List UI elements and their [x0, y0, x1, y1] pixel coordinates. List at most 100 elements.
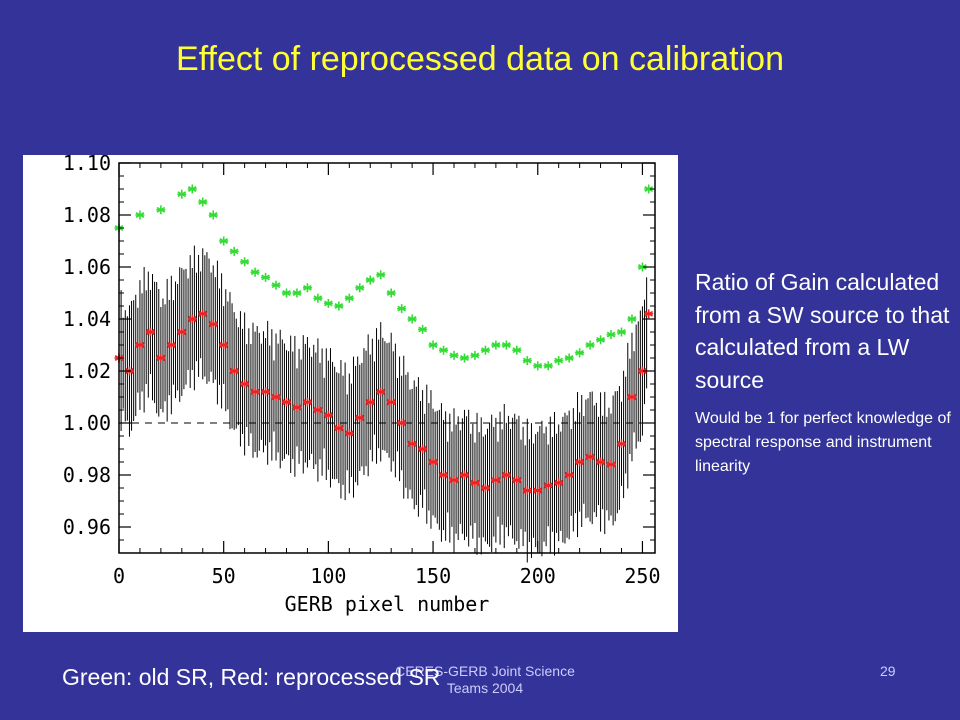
asterisk-marker — [323, 298, 333, 308]
asterisk-marker — [418, 444, 428, 454]
asterisk-marker — [344, 293, 354, 303]
y-tick-label: 0.96 — [63, 515, 111, 539]
asterisk-marker — [334, 301, 344, 311]
asterisk-marker — [229, 366, 239, 376]
asterisk-marker — [250, 267, 260, 277]
asterisk-marker — [491, 475, 501, 485]
asterisk-marker — [617, 439, 626, 449]
asterisk-marker — [145, 327, 155, 337]
footer-conference: CERES-GERB Joint Science Teams 2004 — [395, 663, 575, 696]
asterisk-marker — [177, 189, 187, 199]
asterisk-marker — [459, 353, 469, 363]
asterisk-marker — [428, 457, 438, 467]
asterisk-marker — [323, 410, 333, 420]
asterisk-marker — [418, 324, 428, 334]
asterisk-marker — [334, 423, 344, 433]
chart-panel: 0 50 100 150 200 250 0.96 0.98 1.00 1.02 1.04 1.06 1… — [23, 155, 678, 632]
asterisk-marker — [470, 350, 480, 360]
asterisk-marker — [250, 387, 260, 397]
legend-caption: Green: old SR, Red: reprocessed SR — [62, 664, 441, 690]
asterisk-marker — [365, 275, 375, 285]
page-number: 29 — [880, 663, 896, 679]
asterisk-marker — [627, 392, 637, 402]
asterisk-marker — [644, 309, 654, 319]
asterisk-marker — [261, 387, 271, 397]
asterisk-marker — [240, 379, 250, 389]
asterisk-marker — [292, 402, 302, 412]
asterisk-marker — [596, 335, 606, 345]
x-tick-label: 150 — [415, 564, 451, 588]
asterisk-marker — [355, 413, 365, 423]
series-old_sr — [114, 184, 654, 371]
asterisk-marker — [313, 405, 323, 415]
asterisk-marker — [512, 345, 522, 355]
x-tick-label: 200 — [520, 564, 556, 588]
asterisk-marker — [135, 210, 145, 220]
x-tick-label: 250 — [624, 564, 660, 588]
asterisk-marker — [449, 475, 459, 485]
asterisk-marker — [522, 486, 532, 496]
asterisk-marker — [491, 340, 501, 350]
asterisk-marker — [302, 283, 312, 293]
asterisk-marker — [407, 439, 417, 449]
asterisk-marker — [480, 345, 490, 355]
asterisk-marker — [397, 418, 407, 428]
asterisk-marker — [501, 470, 511, 480]
asterisk-marker — [459, 470, 469, 480]
asterisk-marker — [135, 340, 145, 350]
asterisk-marker — [344, 428, 354, 438]
asterisk-marker — [533, 486, 543, 496]
asterisk-marker — [292, 288, 302, 298]
asterisk-marker — [428, 340, 438, 350]
asterisk-marker — [554, 478, 564, 488]
y-tick-label: 1.10 — [63, 155, 111, 175]
series-reprocessed_sr — [114, 309, 654, 496]
asterisk-marker — [365, 397, 375, 407]
gain-ratio-chart: 0 50 100 150 200 250 0.96 0.98 1.00 1.02 1.04 1.06 1… — [63, 155, 661, 616]
asterisk-marker — [439, 470, 449, 480]
asterisk-marker — [533, 361, 543, 371]
asterisk-marker — [177, 327, 187, 337]
asterisk-marker — [219, 236, 229, 246]
asterisk-marker — [480, 483, 490, 493]
y-tick-label: 1.02 — [63, 359, 111, 383]
asterisk-marker — [313, 293, 323, 303]
x-tick-label: 100 — [310, 564, 346, 588]
asterisk-marker — [543, 361, 553, 371]
asterisk-marker — [585, 452, 595, 462]
x-tick-label: 0 — [113, 564, 125, 588]
slide-title: Effect of reprocessed data on calibratio… — [176, 40, 784, 78]
y-tick-label: 0.98 — [63, 463, 111, 487]
asterisk-marker — [606, 460, 616, 470]
x-axis-title: GERB pixel number — [285, 592, 490, 616]
explanation-note: Would be 1 for perfect knowledge of spec… — [695, 409, 951, 475]
explanation-text: Ratio of Gain calculated from a SW sourc… — [695, 266, 957, 479]
axis-ticks — [118, 162, 655, 553]
asterisk-marker — [564, 353, 574, 363]
asterisk-marker — [229, 246, 239, 256]
asterisk-marker — [198, 197, 208, 207]
asterisk-marker — [198, 309, 208, 319]
error-bars — [120, 245, 648, 563]
asterisk-marker — [240, 257, 250, 267]
asterisk-marker — [376, 387, 386, 397]
tick-labels: 0 50 100 150 200 250 0.96 0.98 1.00 1.02 1.04 1.06 1… — [63, 155, 661, 588]
asterisk-marker — [261, 272, 271, 282]
asterisk-marker — [302, 397, 312, 407]
asterisk-marker — [271, 280, 281, 290]
asterisk-marker — [575, 348, 585, 358]
asterisk-marker — [554, 356, 564, 366]
y-tick-label: 1.08 — [63, 203, 111, 227]
asterisk-marker — [156, 353, 166, 363]
asterisk-marker — [271, 392, 281, 402]
y-tick-label: 1.04 — [63, 307, 111, 331]
x-tick-label: 50 — [212, 564, 236, 588]
asterisk-marker — [606, 330, 616, 340]
asterisk-marker — [627, 314, 637, 324]
y-tick-label: 1.00 — [63, 411, 111, 435]
asterisk-marker — [187, 184, 197, 194]
asterisk-marker — [376, 270, 386, 280]
asterisk-marker — [187, 314, 197, 324]
asterisk-marker — [470, 478, 480, 488]
asterisk-marker — [439, 345, 449, 355]
